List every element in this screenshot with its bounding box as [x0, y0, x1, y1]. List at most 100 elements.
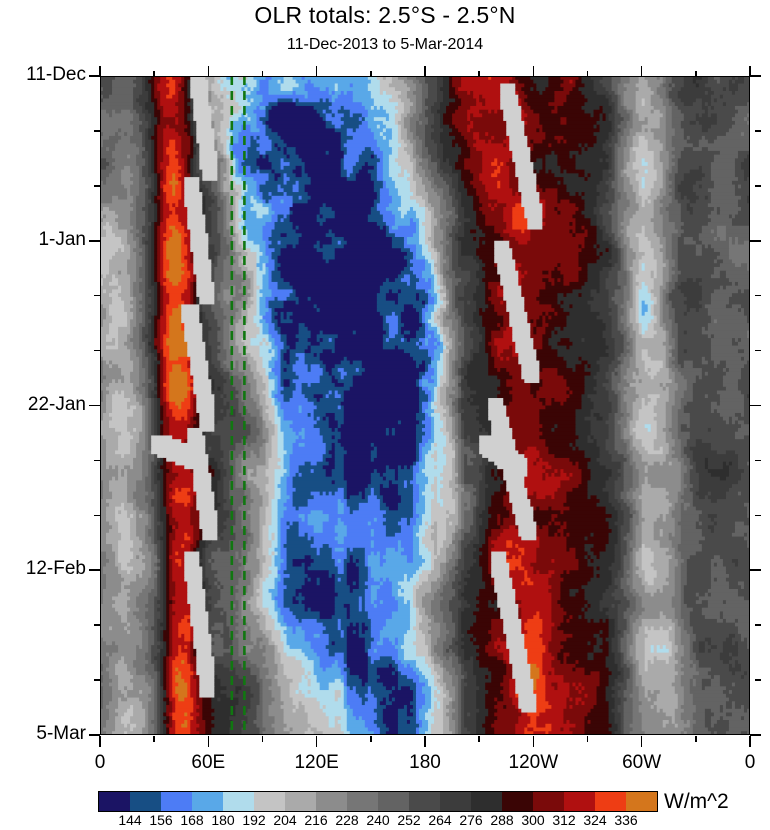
colorbar-swatch-5[interactable]: [254, 792, 285, 811]
colorbar-tick-144: 144: [118, 812, 142, 828]
x-tick-top-major-5: [640, 66, 643, 77]
y-axis-label-4: 5-Mar: [36, 723, 86, 744]
x-tick-top-minor-3: [478, 71, 480, 77]
x-tick-top-major-4: [532, 66, 535, 77]
y-tick-right-minor-5: [755, 514, 761, 517]
x-tick-minor-1: [261, 736, 264, 742]
y-tick-major-1: [89, 239, 100, 242]
x-tick-top-major-6: [749, 66, 751, 77]
y-tick-right-minor-2: [755, 294, 761, 297]
colorbar-swatch-8[interactable]: [347, 792, 378, 811]
colorbar-swatch-10[interactable]: [409, 792, 440, 811]
colorbar-tick-264: 264: [428, 812, 452, 828]
y-tick-right-major-4: [750, 734, 761, 736]
colorbar[interactable]: [98, 791, 658, 812]
y-tick-right-minor-3: [755, 349, 761, 352]
colorbar-tick-240: 240: [366, 812, 390, 828]
colorbar-tick-252: 252: [397, 812, 421, 828]
y-tick-right-major-1: [750, 239, 761, 242]
x-tick-top-minor-5: [695, 71, 697, 77]
y-tick-major-4: [89, 734, 100, 736]
y-tick-right-minor-6: [755, 624, 761, 626]
y-tick-minor-0: [94, 130, 100, 132]
colorbar-swatch-7[interactable]: [316, 792, 347, 811]
x-axis-label-3: 180: [409, 752, 441, 773]
x-tick-major-0: [99, 736, 101, 747]
x-tick-minor-0: [153, 736, 155, 742]
y-tick-right-major-2: [750, 404, 761, 407]
colorbar-tick-336: 336: [614, 812, 638, 828]
y-tick-minor-4: [94, 459, 100, 462]
colorbar-swatch-14[interactable]: [533, 792, 564, 811]
y-axis-label-1: 1-Jan: [38, 228, 86, 250]
y-tick-minor-5: [94, 514, 100, 517]
x-tick-top-major-1: [207, 66, 210, 77]
colorbar-tick-312: 312: [552, 812, 576, 828]
y-tick-minor-6: [94, 624, 100, 626]
y-tick-right-minor-7: [755, 679, 761, 681]
colorbar-swatch-15[interactable]: [564, 792, 595, 811]
colorbar-swatch-2[interactable]: [161, 792, 192, 811]
colorbar-tick-288: 288: [490, 812, 514, 828]
y-tick-minor-2: [94, 294, 100, 297]
x-tick-major-4: [532, 736, 535, 747]
x-tick-top-major-0: [99, 66, 101, 77]
x-tick-top-minor-1: [261, 71, 264, 77]
x-axis-label-4: 120W: [508, 752, 559, 773]
colorbar-swatch-17[interactable]: [626, 792, 657, 811]
x-axis-label-5: 60W: [622, 752, 662, 773]
colorbar-swatch-11[interactable]: [440, 792, 471, 811]
colorbar-swatch-1[interactable]: [130, 792, 161, 811]
x-tick-top-minor-0: [153, 71, 155, 77]
colorbar-swatch-16[interactable]: [595, 792, 626, 811]
colorbar-swatch-13[interactable]: [502, 792, 533, 811]
x-tick-top-minor-4: [586, 71, 589, 77]
x-tick-major-6: [749, 736, 751, 747]
y-tick-minor-7: [94, 679, 100, 681]
x-axis-label-6: 0: [744, 752, 756, 773]
y-axis-label-3: 12-Feb: [25, 558, 86, 580]
colorbar-tick-276: 276: [459, 812, 483, 828]
y-tick-major-2: [89, 404, 100, 407]
x-axis-label-2: 120E: [294, 752, 339, 773]
y-axis-label-2: 22-Jan: [27, 393, 86, 415]
x-tick-major-1: [207, 736, 210, 747]
colorbar-tick-156: 156: [149, 812, 173, 828]
x-tick-minor-2: [370, 736, 372, 742]
y-tick-minor-3: [94, 349, 100, 352]
colorbar-swatch-12[interactable]: [471, 792, 502, 811]
colorbar-swatch-6[interactable]: [285, 792, 316, 811]
colorbar-tick-168: 168: [180, 812, 204, 828]
colorbar-swatch-4[interactable]: [223, 792, 254, 811]
y-tick-major-0: [89, 75, 100, 77]
chart-subtitle: 11-Dec-2013 to 5-Mar-2014: [286, 36, 484, 53]
colorbar-tick-204: 204: [273, 812, 297, 828]
colorbar-unit-label: W/m^2: [664, 790, 729, 813]
y-tick-right-minor-0: [755, 130, 761, 132]
y-axis-label-0: 11-Dec: [26, 64, 86, 85]
colorbar-tick-192: 192: [242, 812, 266, 828]
colorbar-tick-300: 300: [521, 812, 545, 828]
colorbar-swatch-9[interactable]: [378, 792, 409, 811]
x-tick-major-2: [315, 736, 318, 747]
x-axis-label-1: 60E: [191, 752, 226, 773]
x-tick-top-major-2: [315, 66, 318, 77]
colorbar-tick-216: 216: [304, 812, 328, 828]
page-title: OLR totals: 2.5°S - 2.5°N: [254, 2, 516, 28]
x-tick-major-5: [640, 736, 643, 747]
y-tick-right-minor-4: [755, 459, 761, 462]
colorbar-tick-180: 180: [211, 812, 235, 828]
hovmoller-plot-area[interactable]: [100, 76, 750, 735]
y-tick-major-3: [89, 569, 100, 572]
colorbar-swatch-3[interactable]: [192, 792, 223, 811]
x-tick-major-3: [424, 736, 426, 747]
y-tick-right-minor-1: [755, 185, 761, 187]
olr-heatmap-canvas: [100, 76, 750, 735]
x-tick-top-major-3: [424, 66, 426, 77]
x-tick-minor-4: [586, 736, 589, 742]
colorbar-tick-228: 228: [335, 812, 359, 828]
colorbar-swatch-0[interactable]: [99, 792, 130, 811]
y-tick-minor-1: [94, 185, 100, 187]
x-tick-minor-5: [695, 736, 697, 742]
